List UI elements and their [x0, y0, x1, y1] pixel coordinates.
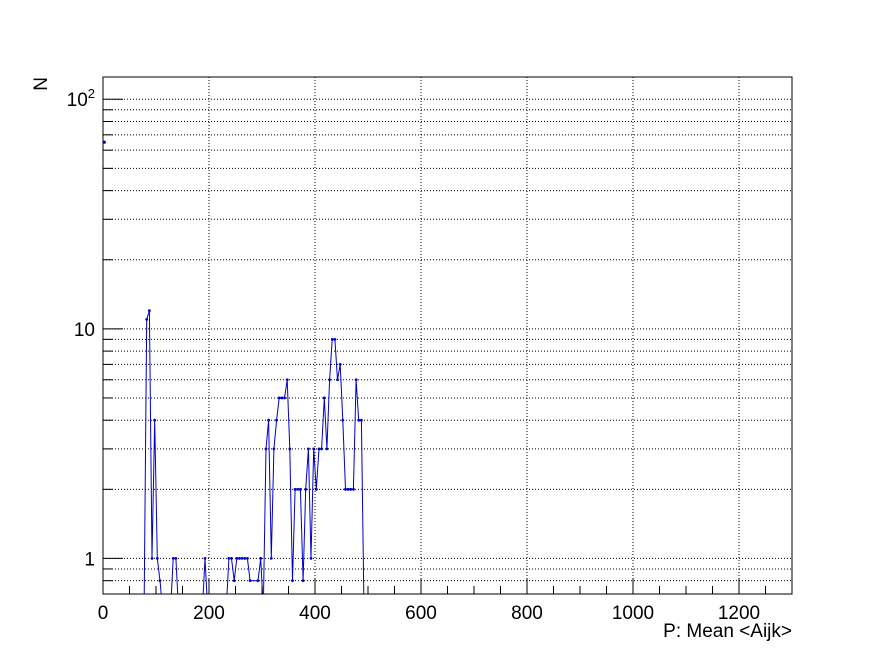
data-point	[150, 557, 154, 560]
data-point	[240, 557, 244, 560]
y-tick-label: 10	[74, 320, 95, 341]
data-point	[269, 557, 273, 560]
x-tick-label: 1200	[718, 603, 760, 624]
series-line	[143, 310, 365, 594]
data-point	[349, 487, 353, 491]
data-point	[264, 447, 268, 451]
x-tick-label: 1000	[612, 603, 654, 624]
data-point	[259, 557, 263, 560]
x-tick-label: 200	[193, 603, 225, 624]
data-point	[354, 378, 358, 382]
data-point	[344, 487, 347, 491]
data-point	[299, 487, 302, 491]
data-point	[359, 418, 363, 422]
data-point	[306, 447, 310, 451]
data-point	[275, 418, 278, 422]
data-point	[230, 557, 233, 560]
x-tick-label: 0	[98, 603, 109, 624]
data-point	[352, 487, 355, 491]
data-point	[243, 557, 247, 560]
data-point	[153, 418, 157, 422]
data-point	[285, 378, 289, 382]
data-point	[256, 579, 260, 583]
data-point	[330, 337, 334, 341]
x-tick-label: 400	[299, 603, 331, 624]
data-point	[320, 447, 324, 451]
data-point	[246, 557, 249, 560]
data-point	[272, 447, 276, 451]
data-point	[336, 378, 339, 382]
data-point	[277, 396, 281, 400]
data-point	[174, 557, 178, 560]
data-point	[357, 418, 361, 422]
x-axis-title: P: Mean <Aijk>	[663, 621, 792, 642]
data-point	[103, 140, 106, 144]
data-point	[171, 557, 175, 560]
data-point	[291, 579, 294, 583]
data-point	[296, 487, 300, 491]
y-tick-label: 102	[67, 86, 95, 111]
data-point	[248, 579, 252, 583]
data-point	[346, 487, 350, 491]
data-point	[317, 447, 321, 451]
data-point	[155, 557, 159, 560]
axis-ticks	[102, 98, 793, 595]
x-tick-label: 600	[405, 603, 437, 624]
x-tick-label: 800	[511, 603, 543, 624]
data-point	[309, 557, 313, 560]
data-point	[158, 579, 162, 583]
data-point	[341, 418, 345, 422]
data-point	[227, 557, 231, 560]
data-point	[267, 418, 271, 422]
data-point	[338, 363, 342, 366]
data-point	[147, 309, 151, 313]
data-point	[293, 487, 297, 491]
data-point	[238, 557, 241, 560]
data-point	[203, 557, 207, 560]
data-point	[304, 487, 308, 491]
data-point	[235, 557, 239, 560]
data-point	[314, 487, 318, 491]
data-point	[301, 579, 305, 583]
data-point	[328, 378, 331, 382]
data-point	[322, 396, 326, 400]
y-axis-title: N	[31, 77, 52, 91]
data-point	[288, 447, 292, 451]
data-point	[312, 447, 316, 451]
data-point	[232, 579, 236, 583]
data-series	[103, 140, 365, 594]
data-point	[280, 396, 284, 400]
data-point	[325, 447, 329, 451]
y-tick-label: 1	[84, 549, 95, 570]
data-point	[283, 396, 286, 400]
data-point	[333, 337, 337, 341]
data-point	[145, 317, 149, 321]
tick-labels: 0 200 400 600 800 1000 1200 1 10 102	[67, 86, 761, 624]
